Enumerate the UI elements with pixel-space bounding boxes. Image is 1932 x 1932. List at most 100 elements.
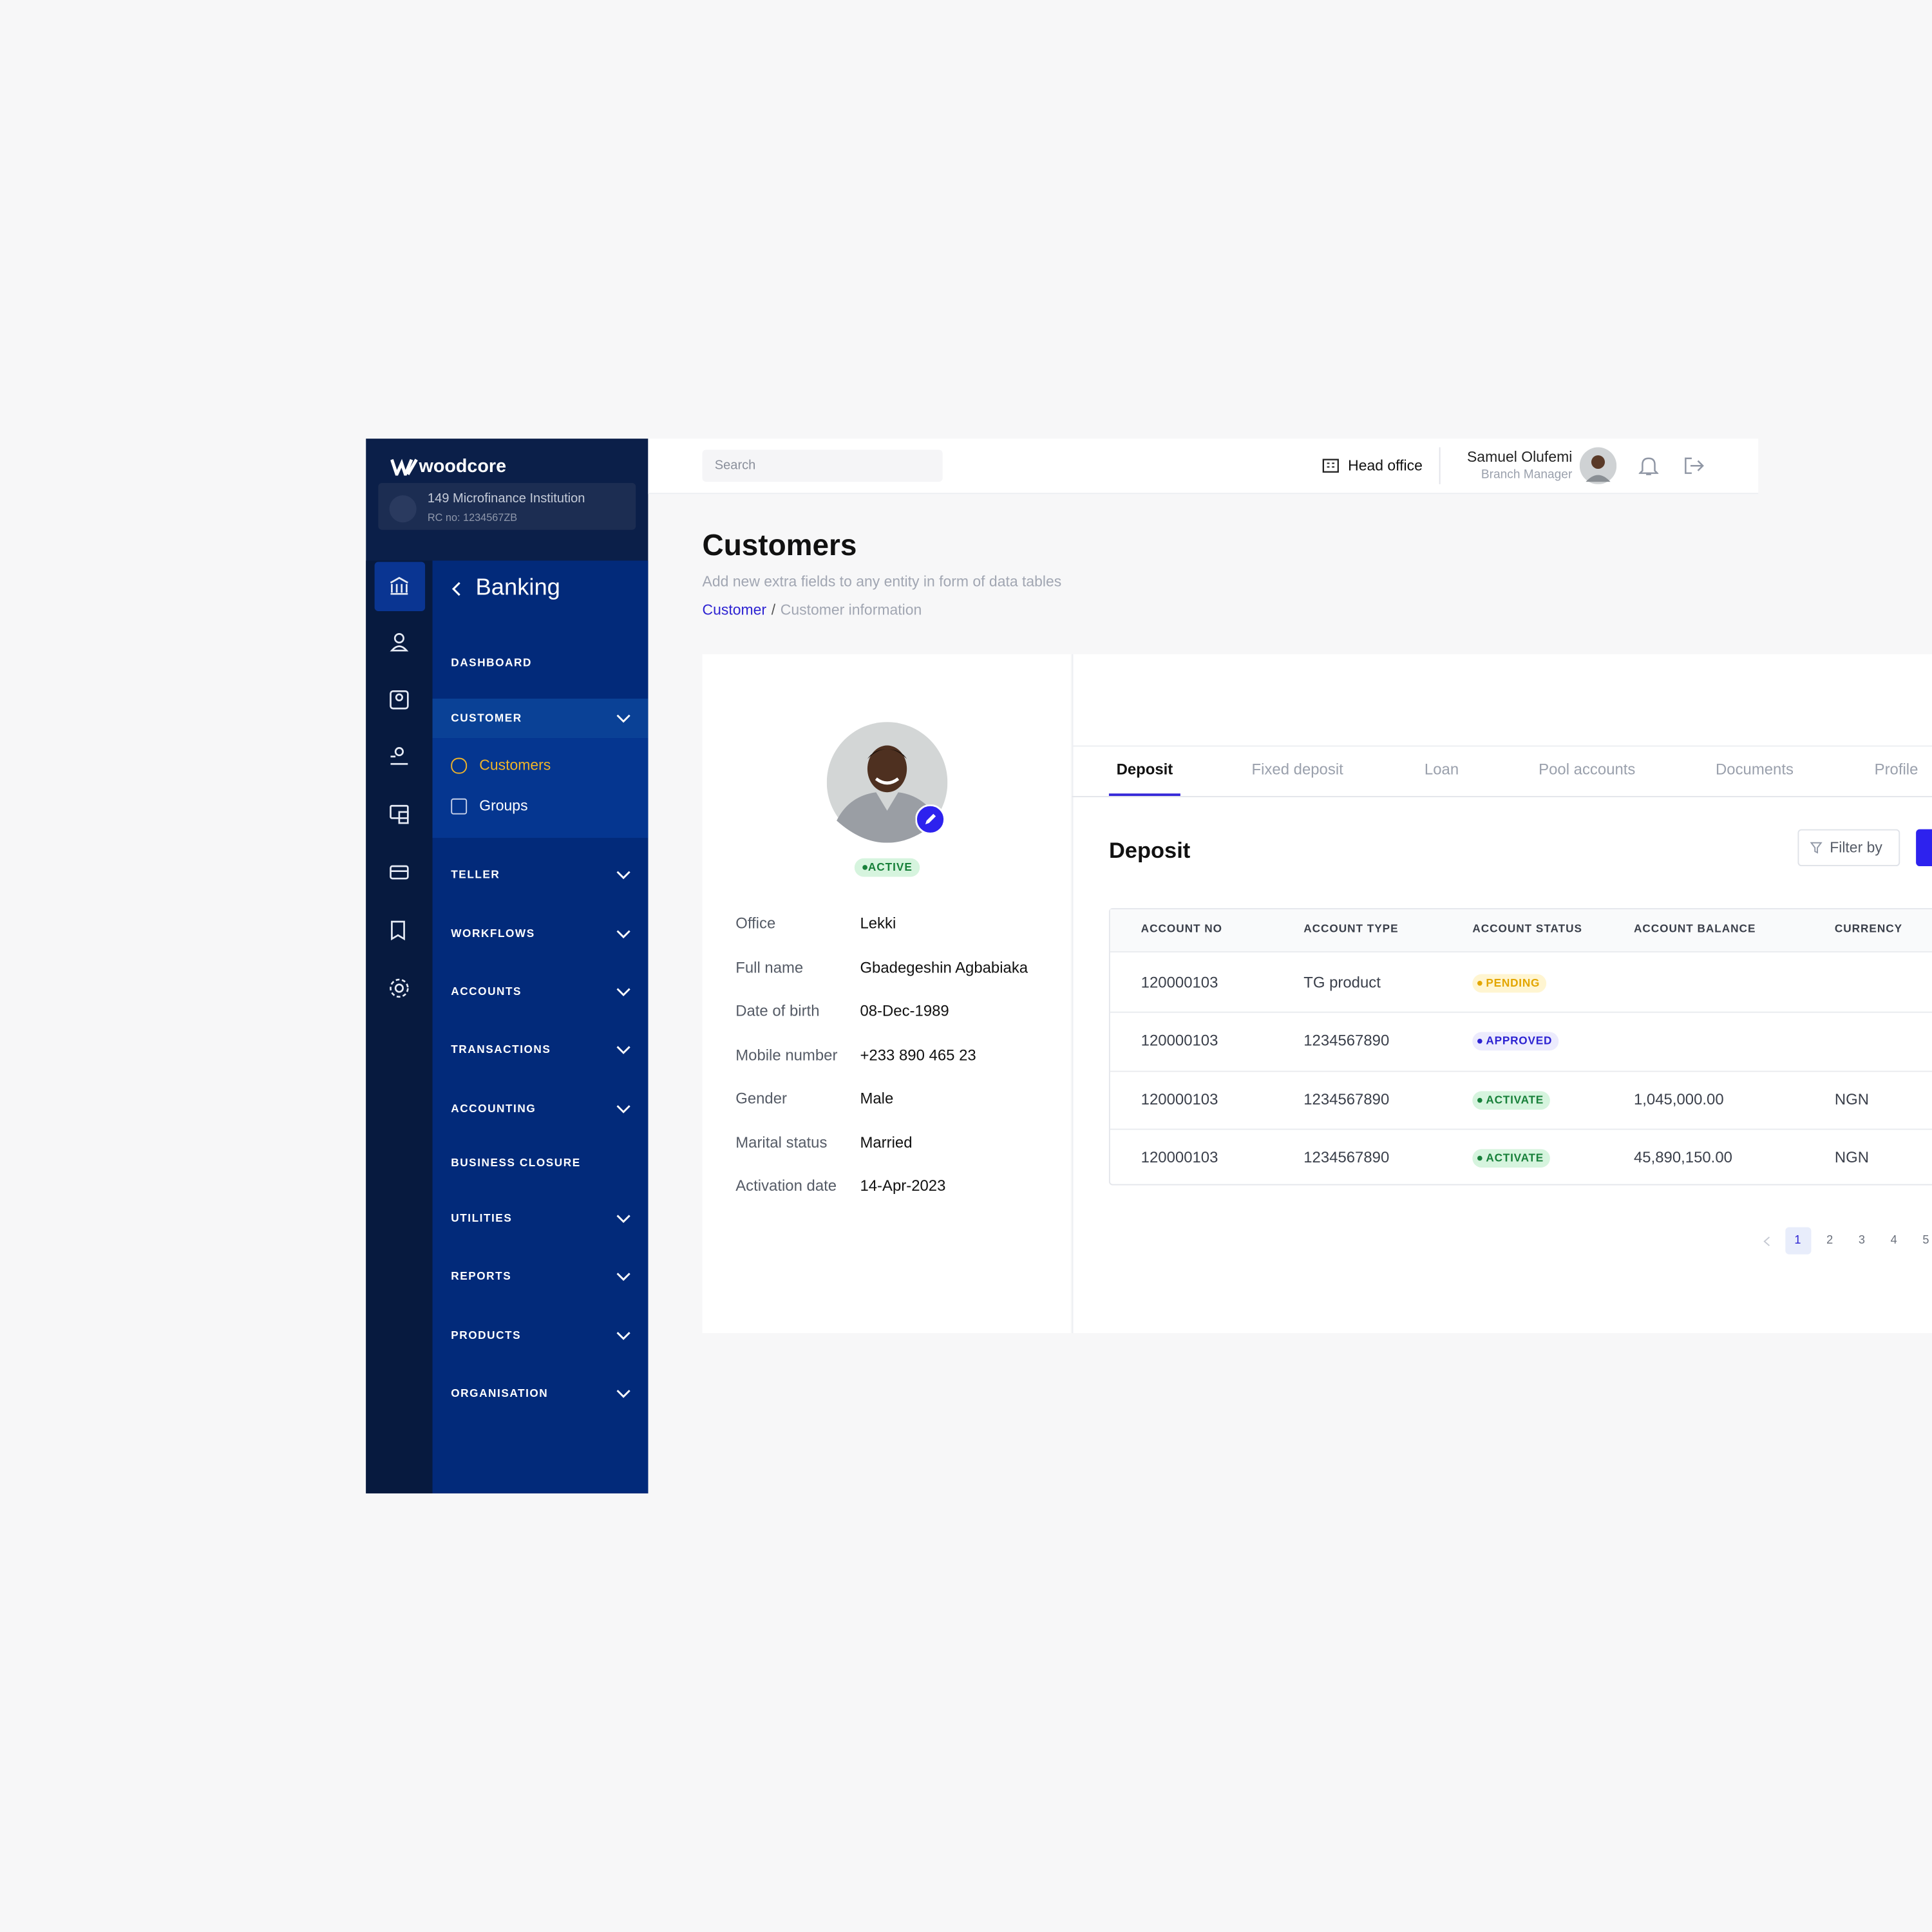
prev-page[interactable] [1762, 1236, 1772, 1247]
back-icon[interactable] [448, 580, 463, 598]
search-placeholder[interactable]: Search [714, 458, 756, 473]
field-label: Full name [735, 959, 804, 977]
submenu-item[interactable]: Customers [479, 756, 551, 774]
menu-item[interactable]: REPORTS [451, 1269, 512, 1282]
menu-item[interactable]: BUSINESS CLOSURE [451, 1156, 581, 1169]
filter-label[interactable]: Filter by [1830, 838, 1882, 857]
menu-item[interactable]: ACCOUNTING [451, 1102, 536, 1115]
page-number[interactable]: 2 [1826, 1233, 1833, 1247]
logo-mark [390, 459, 418, 476]
column-header: ACCOUNT TYPE [1303, 922, 1399, 935]
bell-icon[interactable] [1638, 455, 1659, 477]
menu-chevron [616, 1332, 630, 1340]
menu-item[interactable]: ACCOUNTS [451, 985, 522, 998]
user-name: Samuel Olufemi [1466, 448, 1573, 466]
page-number[interactable]: 5 [1922, 1233, 1929, 1247]
row-divider [1110, 1011, 1932, 1013]
menu-chevron [616, 1215, 630, 1224]
office-icon [1322, 459, 1339, 473]
logout-icon[interactable] [1683, 456, 1705, 476]
menu-item[interactable]: TRANSACTIONS [451, 1043, 551, 1056]
breadcrumb-part: / [771, 601, 776, 619]
menu-item[interactable]: DASHBOARD [451, 656, 532, 669]
menu-chevron [616, 930, 630, 939]
field-label: Date of birth [735, 1002, 820, 1020]
table-cell: NGN [1834, 1149, 1870, 1166]
user-avatar[interactable] [1579, 447, 1617, 484]
page-number[interactable]: 1 [1794, 1233, 1801, 1247]
office-name[interactable]: Head office [1348, 457, 1423, 475]
status-dot [1477, 980, 1482, 986]
field-value: Lekki [860, 914, 896, 933]
tab[interactable]: Documents [1715, 761, 1794, 779]
table-cell: TG product [1303, 974, 1381, 992]
tab[interactable]: Profile [1874, 761, 1918, 779]
menu-chevron [616, 871, 630, 880]
menu-item[interactable]: CUSTOMER [451, 712, 522, 724]
table-cell: 45,890,150.00 [1633, 1149, 1732, 1166]
status-dot [1477, 1038, 1482, 1044]
institution-box [378, 482, 636, 530]
submenu-area [432, 738, 649, 838]
current-page-bg [1785, 1227, 1812, 1255]
filter-button[interactable] [1797, 829, 1900, 867]
menu-item[interactable]: UTILITIES [451, 1211, 513, 1225]
institution-name: 149 Microfinance Institution [427, 491, 585, 506]
tab[interactable]: Deposit [1116, 761, 1173, 779]
breadcrumb: Customer / Customer information [703, 601, 922, 619]
status-badge: ACTIVATE [1472, 1091, 1550, 1110]
menu-item[interactable]: ORGANISATION [451, 1387, 549, 1399]
row-divider [1110, 951, 1932, 952]
table-cell: 120000103 [1141, 1032, 1218, 1050]
rail-icons [390, 576, 409, 998]
accounts-card [1072, 654, 1932, 1334]
breadcrumb-part[interactable]: Customer [702, 601, 767, 619]
column-header: ACCOUNT STATUS [1472, 922, 1582, 935]
status-dot [1477, 1155, 1482, 1161]
status-badge: PENDING [1472, 974, 1546, 992]
page-number[interactable]: 3 [1858, 1233, 1866, 1247]
customer-band[interactable] [432, 698, 649, 739]
table-cell: 1234567890 [1303, 1149, 1390, 1166]
menu-item[interactable]: PRODUCTS [451, 1329, 522, 1341]
tab-underline [1108, 793, 1180, 796]
page-number[interactable]: 4 [1890, 1233, 1897, 1247]
table-cell: NGN [1834, 1091, 1870, 1108]
status-dot [862, 865, 867, 870]
brand: woodcore [419, 455, 507, 477]
column-header: CURRENCY [1834, 922, 1903, 935]
row-divider [1110, 1128, 1932, 1130]
status-badge: ACTIVATE [1472, 1149, 1550, 1168]
menu-chevron [616, 1390, 630, 1398]
field-label: Gender [735, 1090, 788, 1108]
table-header-bg [1110, 909, 1932, 952]
field-label: Activation date [735, 1177, 837, 1195]
tab[interactable]: Loan [1424, 761, 1459, 779]
field-label: Office [735, 914, 776, 933]
field-value: 14-Apr-2023 [860, 1177, 946, 1195]
tab-divider [1072, 745, 1932, 747]
tab-divider [1072, 795, 1932, 797]
edit-photo-button[interactable] [915, 804, 945, 835]
panel-title: Deposit [1108, 838, 1191, 863]
section-title: Banking [475, 574, 560, 601]
tab[interactable]: Pool accounts [1539, 761, 1636, 779]
submenu-item[interactable]: Groups [479, 797, 528, 815]
search-box[interactable] [702, 450, 943, 482]
column-header: ACCOUNT NO [1141, 922, 1222, 935]
rail-active[interactable] [374, 562, 426, 611]
tab[interactable]: Fixed deposit [1251, 761, 1343, 779]
institution-icon [389, 495, 417, 523]
status-dot [1477, 1097, 1482, 1103]
primary-button[interactable] [1916, 829, 1932, 867]
menu-item[interactable]: TELLER [451, 868, 500, 881]
menu-chevron [616, 714, 630, 723]
field-value: Married [860, 1134, 913, 1151]
menu-item[interactable]: WORKFLOWS [451, 927, 535, 940]
icon-rail [366, 560, 433, 1493]
table-cell: 1,045,000.00 [1633, 1091, 1724, 1108]
submenu-icon [451, 798, 468, 815]
field-value: +233 890 465 23 [860, 1046, 976, 1065]
field-value: Male [860, 1090, 894, 1108]
